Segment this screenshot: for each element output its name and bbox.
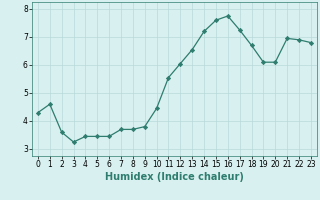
X-axis label: Humidex (Indice chaleur): Humidex (Indice chaleur) — [105, 172, 244, 182]
